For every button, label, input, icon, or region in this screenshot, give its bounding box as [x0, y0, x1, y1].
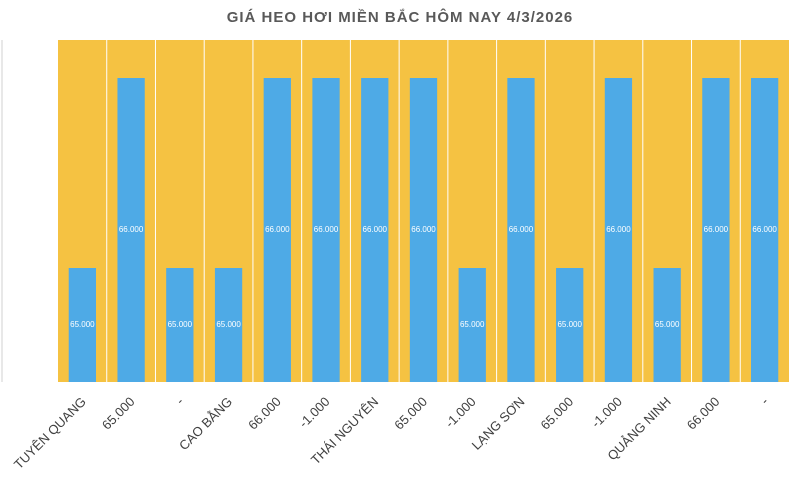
value-label: 65.000	[655, 320, 680, 329]
value-label: 66.000	[119, 225, 144, 234]
bar	[750, 78, 779, 382]
value-label: 66.000	[704, 225, 729, 234]
bar	[556, 268, 584, 382]
bar	[312, 78, 340, 382]
value-label: 66.000	[363, 225, 388, 234]
bar	[507, 78, 535, 382]
bar	[653, 268, 681, 382]
value-label: 65.000	[70, 320, 95, 329]
bar	[604, 78, 633, 382]
bar	[458, 268, 486, 382]
value-label: 65.000	[460, 320, 485, 329]
value-label: 66.000	[509, 225, 534, 234]
bar	[214, 268, 243, 382]
value-label: 65.000	[216, 320, 241, 329]
chart-title: GIÁ HEO HƠI MIỀN BẮC HÔM NAY 4/3/2026	[227, 8, 574, 26]
bar	[409, 78, 438, 382]
bar	[702, 78, 730, 382]
value-label: 66.000	[265, 225, 290, 234]
bar	[166, 268, 194, 382]
bar	[68, 268, 97, 382]
bar	[117, 78, 145, 382]
value-label: 66.000	[606, 225, 631, 234]
value-label: 66.000	[752, 225, 777, 234]
bar	[361, 78, 389, 382]
value-label: 65.000	[168, 320, 193, 329]
value-label: 65.000	[557, 320, 582, 329]
value-label: 66.000	[411, 225, 436, 234]
value-label: 66.000	[314, 225, 339, 234]
bar	[263, 78, 291, 382]
